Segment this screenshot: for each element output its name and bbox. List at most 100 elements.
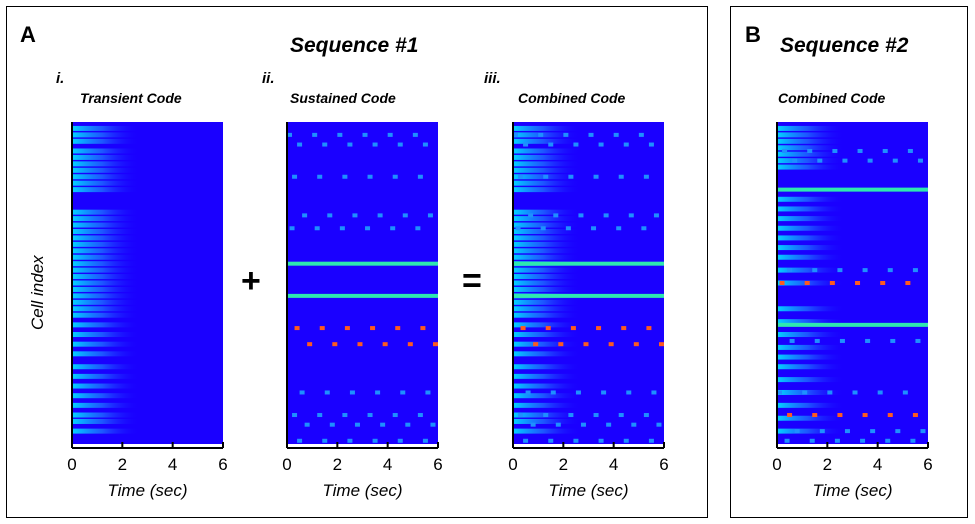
sequence-dot	[812, 268, 818, 273]
transient-row	[513, 373, 581, 379]
transient-row	[72, 154, 140, 160]
sequence-dot	[787, 268, 793, 273]
sequence-dot	[312, 132, 318, 137]
transient-row	[777, 402, 845, 408]
sequence-dot	[568, 174, 574, 179]
x-tick-label: 0	[772, 455, 781, 474]
sequence-dot	[827, 390, 833, 395]
transient-row	[72, 241, 140, 247]
sequence-dot	[618, 413, 624, 418]
transient-row	[777, 145, 845, 151]
transient-row	[72, 373, 140, 379]
transient-row	[777, 267, 845, 273]
sequence-dot	[593, 174, 599, 179]
transient-row	[777, 164, 845, 170]
sequence-dot	[905, 281, 911, 285]
sequence-dot	[292, 174, 298, 179]
sequence-dot	[787, 413, 793, 418]
sequence-dot	[613, 132, 619, 137]
sequence-dot	[784, 438, 790, 443]
sequence-dot	[892, 158, 898, 163]
sequence-dot	[591, 226, 597, 231]
sequence-dot	[829, 281, 835, 285]
sequence-dot	[412, 132, 418, 137]
sequence-dot	[417, 413, 423, 418]
transient-row	[513, 235, 581, 241]
transient-row	[72, 167, 140, 173]
sequence-dot	[860, 438, 866, 443]
sequence-dot	[344, 326, 350, 331]
sequence-dot	[573, 438, 579, 443]
sequence-dot	[575, 390, 581, 395]
transient-row	[513, 125, 581, 131]
transient-row	[513, 428, 581, 434]
x-axis-title: Time (sec)	[548, 481, 628, 500]
panel-b-letter: B	[745, 22, 761, 47]
sequence-dot	[365, 226, 371, 231]
sequence-dot	[322, 438, 328, 443]
transient-row	[777, 364, 845, 370]
sequence-dot	[324, 390, 330, 395]
subplot-2-title: Sustained Code	[290, 90, 396, 106]
subplot-1-title: Transient Code	[80, 90, 182, 106]
sequence-dot	[523, 142, 529, 147]
sequence-dot	[402, 213, 408, 218]
sequence-dot	[782, 148, 788, 153]
sequence-dot	[540, 226, 546, 231]
transient-row	[513, 341, 581, 347]
sequence-dot	[329, 422, 335, 427]
sequence-dot	[902, 390, 908, 395]
sequence-dot	[375, 390, 381, 395]
equals-operator: =	[462, 262, 482, 300]
sequence-dot	[390, 226, 396, 231]
transient-row	[72, 418, 140, 424]
transient-row	[777, 138, 845, 144]
sequence-dot	[337, 132, 343, 137]
sequence-dot	[887, 413, 893, 418]
sequence-dot	[865, 338, 871, 343]
sequence-dot	[342, 413, 348, 418]
sequence-dot	[362, 132, 368, 137]
sequence-dot	[890, 338, 896, 343]
sustained-line	[513, 261, 664, 266]
transient-row	[777, 151, 845, 157]
transient-row	[72, 341, 140, 347]
transient-row	[72, 174, 140, 180]
transient-row	[513, 306, 581, 312]
sustained-line	[513, 293, 664, 298]
sequence-dot	[907, 148, 913, 153]
sequence-dot	[357, 342, 363, 347]
transient-row	[72, 306, 140, 312]
transient-row	[72, 254, 140, 260]
transient-row	[513, 383, 581, 389]
sequence-dot	[370, 326, 376, 331]
x-tick-label: 6	[433, 455, 442, 474]
sequence-dot	[812, 413, 818, 418]
transient-row	[72, 293, 140, 299]
sequence-dot	[802, 390, 808, 395]
sequence-dot	[603, 213, 609, 218]
sequence-dot	[626, 390, 632, 395]
sequence-dot	[538, 132, 544, 137]
sequence-dot	[842, 158, 848, 163]
sequence-dot	[422, 438, 428, 443]
sequence-dot	[392, 413, 398, 418]
sequence-dot	[616, 226, 622, 231]
transient-row	[72, 222, 140, 228]
plus-operator: +	[241, 262, 261, 300]
sequence-dot	[287, 132, 293, 137]
transient-row	[72, 187, 140, 193]
sequence-dot	[425, 390, 431, 395]
x-tick-label: 0	[508, 455, 517, 474]
sequence-dot	[777, 390, 783, 395]
sequence-dot	[837, 268, 843, 273]
transient-row	[777, 254, 845, 260]
sequence-dot	[372, 142, 378, 147]
sustained-line	[287, 293, 438, 298]
sequence-dot	[432, 342, 438, 347]
transient-row	[777, 132, 845, 138]
transient-row	[72, 322, 140, 328]
sequence-dot	[578, 213, 584, 218]
sequence-dot	[397, 142, 403, 147]
sequence-dot	[397, 438, 403, 443]
